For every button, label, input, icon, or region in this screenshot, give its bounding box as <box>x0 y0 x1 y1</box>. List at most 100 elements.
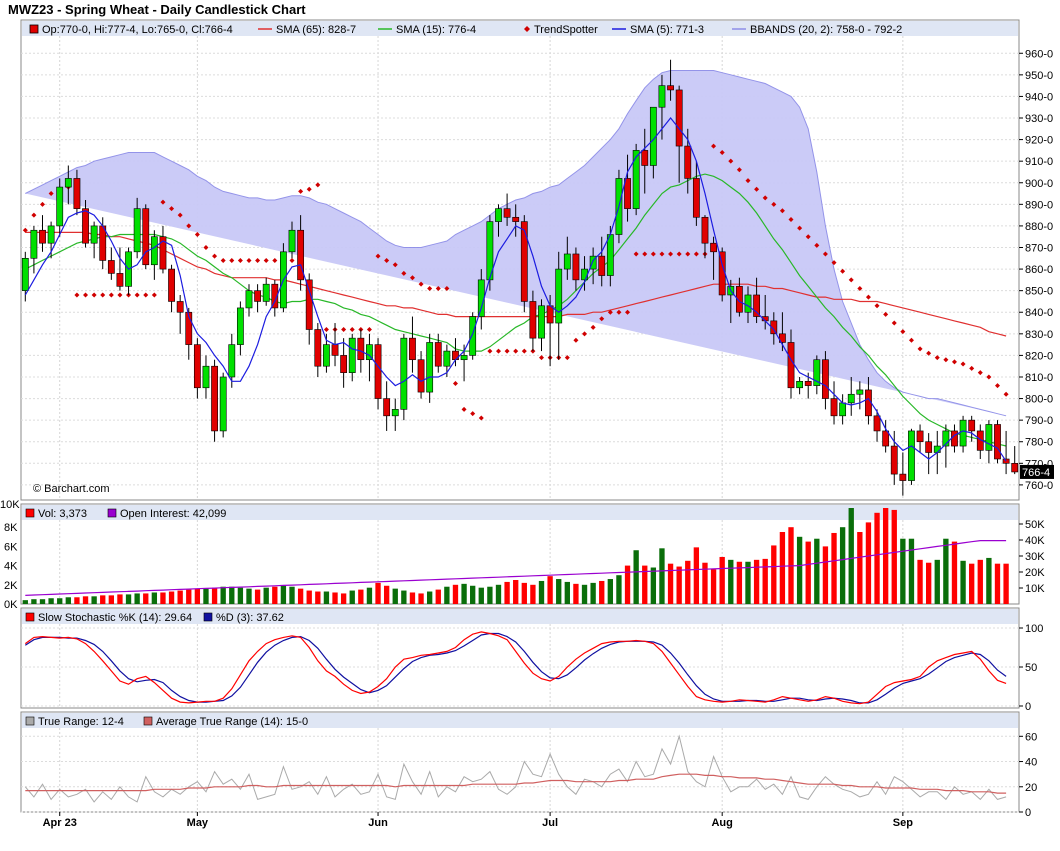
volume-bar <box>986 557 992 604</box>
volume-bar <box>31 599 37 604</box>
legend-label: True Range: 12-4 <box>38 716 124 728</box>
trendspotter-marker <box>788 216 794 222</box>
candle-body <box>409 337 416 361</box>
panel-header-tr <box>22 713 1018 728</box>
candle-body <box>589 255 597 270</box>
volume-bar <box>513 580 519 604</box>
volume-bar <box>624 565 631 604</box>
candle-body <box>830 398 838 417</box>
last-price-box <box>1020 464 1054 479</box>
trendspotter-marker <box>779 208 785 214</box>
trendspotter-marker <box>31 212 37 218</box>
trendspotter-marker <box>857 286 863 292</box>
volume-bar <box>564 581 570 604</box>
candle-body <box>581 268 588 281</box>
price-tick-label: 910-0 <box>1025 156 1053 168</box>
candle-body <box>968 419 976 432</box>
trendspotter-marker <box>736 167 742 173</box>
trendspotter-marker <box>797 225 803 231</box>
stoch-tick-label: 50 <box>1025 662 1037 674</box>
volume-bar <box>263 587 269 604</box>
trendspotter-marker <box>315 182 321 188</box>
candle-body <box>495 208 502 222</box>
true-range-line <box>24 734 1007 803</box>
tr-tick-label: 20 <box>1025 782 1037 794</box>
volume-bar <box>306 590 312 604</box>
candle-body <box>469 316 477 356</box>
trendspotter-marker <box>452 380 458 386</box>
trendspotter-marker <box>650 251 656 257</box>
legend-diamond-icon <box>524 26 530 32</box>
candle-body <box>305 279 313 330</box>
volume-bar <box>125 594 132 604</box>
trendspotter-marker <box>874 303 880 309</box>
candle-body <box>116 273 124 287</box>
legend-label: Open Interest: 42,099 <box>120 508 226 520</box>
candle-body <box>710 242 717 253</box>
trendspotter-marker <box>169 206 175 212</box>
legend-label: %D (3): 37.62 <box>216 612 284 624</box>
price-tick-label: 890-0 <box>1025 199 1053 211</box>
volume-bar <box>710 569 717 604</box>
trendspotter-marker <box>771 201 777 207</box>
stoch-d-line <box>24 632 1007 704</box>
panel-header-vol <box>22 505 1018 520</box>
volume-bar <box>82 596 89 604</box>
trendspotter-marker <box>814 242 820 248</box>
candle-body <box>684 145 692 179</box>
volume-bar <box>332 592 338 604</box>
trendspotter-marker <box>822 251 828 257</box>
legend-square-icon <box>25 716 35 726</box>
candle-body <box>598 255 606 276</box>
trendspotter-marker <box>633 251 639 257</box>
volume-bar <box>659 548 665 604</box>
candle-body <box>460 355 468 361</box>
price-tick-label: 790-0 <box>1025 415 1053 427</box>
candle-body <box>873 415 881 432</box>
candle-body <box>383 398 391 417</box>
legend-label: SMA (5): 771-3 <box>630 24 704 36</box>
volume-bar <box>160 592 166 604</box>
candle-body <box>254 290 261 302</box>
legend-label: Slow Stochastic %K (14): 29.64 <box>38 612 192 624</box>
candle-body <box>538 305 545 339</box>
x-tick-label: May <box>187 817 209 829</box>
x-tick-label: Aug <box>711 817 732 829</box>
candle-body <box>357 337 365 361</box>
volume-bar <box>91 596 97 604</box>
price-tick-label: 870-0 <box>1025 242 1053 254</box>
stoch-k-line <box>24 631 1007 705</box>
candle-body <box>82 208 89 244</box>
trendspotter-marker <box>48 191 54 197</box>
trendspotter-marker <box>478 415 484 421</box>
trendspotter-marker <box>599 316 605 322</box>
volume-bar <box>994 563 1001 604</box>
candle-body <box>64 178 72 188</box>
volume-bar <box>882 508 889 604</box>
trendspotter-marker <box>943 357 949 363</box>
trendspotter-marker <box>521 348 527 354</box>
trendspotter-marker <box>91 292 97 298</box>
candle-body <box>21 257 29 291</box>
trendspotter-marker <box>341 327 347 333</box>
candle-body <box>675 89 683 147</box>
candle-body <box>228 344 236 378</box>
candle-body <box>503 208 511 218</box>
volume-bar <box>211 587 218 604</box>
trendspotter-marker <box>693 251 699 257</box>
volume-bar <box>246 588 252 604</box>
price-tick-label: 830-0 <box>1025 329 1053 341</box>
price-tick-label: 760-0 <box>1025 480 1053 492</box>
volume-bar <box>289 586 295 604</box>
trendspotter-marker <box>487 348 493 354</box>
volume-bar <box>65 597 71 604</box>
price-tick-label: 950-0 <box>1025 70 1053 82</box>
candle-body <box>959 419 967 447</box>
volume-bar <box>108 595 115 604</box>
volume-bar <box>48 598 54 604</box>
trendspotter-marker <box>323 327 329 333</box>
volume-bar <box>504 581 510 604</box>
legend-label: TrendSpotter <box>534 24 598 36</box>
candle-body <box>400 337 408 410</box>
